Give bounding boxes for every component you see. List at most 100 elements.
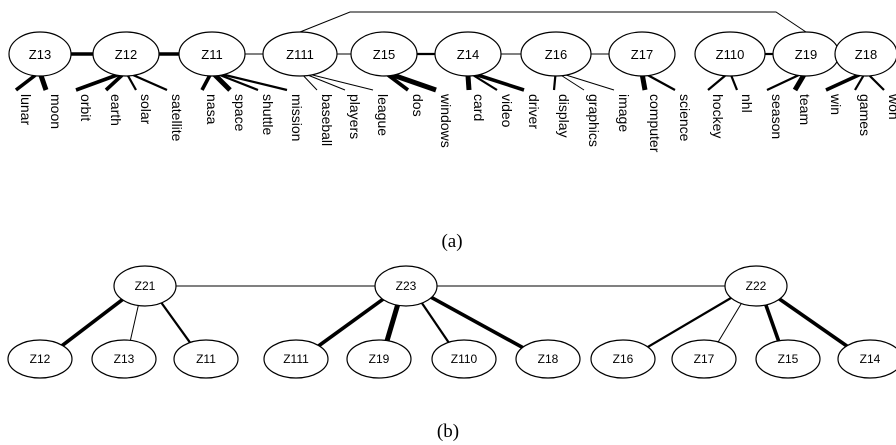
node-b-child-label-z12: Z12 [30,352,51,366]
node-z17: Z17 [608,31,676,77]
node-b-child-label-z18: Z18 [538,352,559,366]
node-b-child-label-z111: Z111 [283,352,309,366]
node-b-child-label-z11: Z11 [196,352,216,366]
node-label-z15: Z15 [373,47,395,62]
word-earth: earth [108,94,124,126]
edge-z12-earth [104,72,125,92]
node-z15: Z15 [350,31,418,77]
edge-z14-card [465,73,472,91]
node-z19: Z19 [772,31,840,77]
node-b-child-z16: Z16 [590,339,656,379]
edge-z11-space [212,72,232,92]
node-label-z17: Z17 [631,47,653,62]
caption-b: (b) [437,421,459,442]
word-computer: computer [647,94,663,153]
node-label-z18: Z18 [855,47,877,62]
word-solar: solar [138,94,154,125]
figure-b-nodes: Z21 Z23 Z22 Z12 Z13 Z11 Z111 Z19 Z110 Z18 Z16 Z17 Z1… [7,265,896,379]
edge-b-z22-z17 [716,302,743,344]
word-dos: dos [410,94,426,117]
node-b-label-z22: Z22 [746,279,767,293]
edge-z15-windows [389,71,437,93]
edge-z11-shuttle [216,72,259,92]
edge-b-z22-z14 [775,295,852,351]
node-b-child-label-z110: Z110 [451,352,478,366]
node-z18: Z18 [834,31,896,77]
node-b-z22: Z22 [724,265,788,307]
edge-b-z23-z18 [426,293,529,352]
edge-z11-mission [220,72,288,92]
node-label-z110: Z110 [716,47,745,62]
word-lunar: lunar [18,94,34,125]
edge-z12-solar [126,73,137,91]
node-b-child-z14: Z14 [837,339,896,379]
edge-z13-lunar [14,72,38,92]
node-z16: Z16 [520,31,592,77]
word-hockey: hockey [710,94,726,138]
edge-b-z22-z15 [763,303,781,343]
word-team: team [797,94,813,125]
node-b-child-z13: Z13 [91,339,157,379]
node-b-child-z110: Z110 [431,339,497,379]
word-science: science [677,94,693,142]
edge-z16-display [552,73,557,91]
word-graphics: graphics [586,94,602,147]
node-label-z13: Z13 [29,47,51,62]
word-baseball: baseball [319,94,335,146]
caption-a: (a) [441,231,462,252]
edge-b-z23-z111 [313,295,388,350]
edge-z111-league [308,73,374,91]
edge-z18-win [825,72,862,92]
edge-b-z21-z13 [129,305,139,341]
node-b-child-label-z17: Z17 [694,352,715,366]
word-space: space [232,94,248,132]
node-label-z14: Z14 [457,47,479,62]
word-satellite: satellite [169,94,185,142]
node-b-child-z111: Z111 [263,339,329,379]
edge-z111-z19 [299,11,807,33]
figure-a-nodes: Z13 Z12 Z11 Z111 Z15 Z14 Z16 Z17 Z110 Z19 Z18 [8,31,896,77]
edge-z17-computer [639,73,648,91]
node-b-child-label-z15: Z15 [778,352,799,366]
node-b-z21: Z21 [113,265,177,307]
edge-z19-team [792,72,807,92]
edge-z11-nasa [200,73,213,91]
node-b-child-label-z19: Z19 [369,352,390,366]
word-nhl: nhl [739,94,755,113]
figure-b-edges [57,285,852,352]
edge-z111-players [304,73,346,91]
word-won: won [886,93,896,120]
node-b-z23: Z23 [374,265,438,307]
word-image: image [616,94,632,132]
edge-z17-science [645,73,676,91]
node-b-child-z12: Z12 [7,339,73,379]
edge-z14-video [470,73,498,91]
word-win: win [828,93,844,115]
node-label-z11: Z11 [201,47,222,62]
node-label-z111: Z111 [286,47,314,62]
node-b-child-z11: Z11 [173,339,239,379]
edge-z18-games [854,73,866,91]
word-shuttle: shuttle [260,94,276,135]
node-z11: Z11 [178,31,246,77]
word-players: players [347,94,363,139]
edge-z16-graphics [558,73,585,91]
edge-z110-nhl [729,73,739,91]
node-b-label-z23: Z23 [396,279,417,293]
figure-a-edges [14,11,885,93]
word-windows: windows [438,93,454,148]
node-b-child-label-z13: Z13 [114,352,135,366]
node-label-z16: Z16 [545,47,567,62]
word-driver: driver [526,94,542,129]
figure-a-words: lunar moon orbit earth solar satellite nasa spa… [18,93,896,153]
word-season: season [769,94,785,139]
node-b-child-label-z14: Z14 [860,352,881,366]
word-league: league [375,94,391,136]
edge-b-z23-z110 [420,301,451,345]
word-orbit: orbit [78,94,94,121]
edge-z111-baseball [301,73,318,91]
edge-z110-hockey [707,73,728,91]
word-moon: moon [48,94,64,129]
word-display: display [556,94,572,138]
